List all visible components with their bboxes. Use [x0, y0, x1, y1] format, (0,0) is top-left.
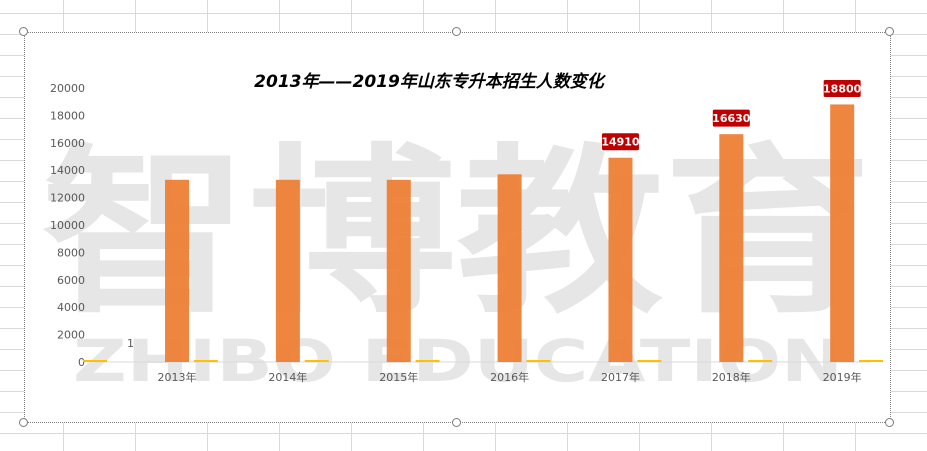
- resize-handle-top-left[interactable]: [19, 27, 28, 36]
- baseline-marker: [83, 360, 107, 362]
- baseline-marker: [637, 360, 662, 362]
- baseline-markers: [83, 360, 883, 362]
- bar[interactable]: [830, 104, 855, 362]
- chart-canvas: 智博教育 ZHIBO EDUCATION 2013年——2019年山东专升本招生…: [41, 72, 883, 395]
- y-tick-label: 4000: [57, 301, 85, 314]
- bar[interactable]: [386, 179, 411, 362]
- bar[interactable]: [275, 179, 300, 362]
- x-tick-label: 2018年: [712, 370, 751, 384]
- resize-handle-bottom-left[interactable]: [19, 418, 28, 427]
- resize-handle-bottom-right[interactable]: [885, 418, 894, 427]
- bar[interactable]: [719, 134, 744, 362]
- y-tick-label: 10000: [50, 219, 85, 232]
- y-tick-label: 18000: [50, 109, 85, 122]
- y-tick-label: 6000: [57, 274, 85, 287]
- bar[interactable]: [497, 174, 522, 362]
- data-label-small: 1: [127, 337, 134, 350]
- data-label-box: [600, 132, 640, 152]
- y-axis: 0 2000 4000 6000 8000 10000 12000 14000 16000 180…: [50, 82, 85, 369]
- x-tick-label: 2017年: [601, 370, 640, 384]
- bars: [165, 104, 855, 362]
- data-label: 14910: [601, 136, 640, 149]
- data-label: 18800: [823, 82, 862, 95]
- x-axis: 2013年 2014年 2015年 2016年 2017年 2018年 2019年: [158, 370, 862, 384]
- baseline-marker: [748, 360, 773, 362]
- y-tick-label: 16000: [50, 137, 85, 150]
- y-tick-label: 20000: [50, 82, 85, 95]
- data-label-box: [711, 108, 751, 128]
- x-tick-label: 2016年: [490, 370, 529, 384]
- baseline-marker: [859, 360, 883, 362]
- y-tick-label: 2000: [57, 329, 85, 342]
- bar[interactable]: [165, 179, 190, 362]
- data-label: 16630: [712, 112, 751, 125]
- y-tick-label: 8000: [57, 246, 85, 259]
- y-tick-label: 12000: [50, 192, 85, 205]
- data-labels: 1 14910 16630 18800: [127, 78, 862, 350]
- x-tick-label: 2019年: [823, 370, 862, 384]
- y-tick-label: 0: [78, 356, 85, 369]
- resize-handle-top-middle[interactable]: [452, 27, 461, 36]
- x-tick-label: 2015年: [379, 370, 418, 384]
- baseline-marker: [193, 360, 218, 362]
- bar[interactable]: [608, 157, 633, 362]
- x-tick-label: 2014年: [268, 370, 307, 384]
- chart-title: 2013年——2019年山东专升本招生人数变化: [254, 72, 607, 92]
- data-label-box: [822, 78, 862, 98]
- chart-frame[interactable]: 智博教育 ZHIBO EDUCATION 2013年——2019年山东专升本招生…: [24, 32, 891, 423]
- x-tick-label: 2013年: [158, 370, 197, 384]
- resize-handle-bottom-middle[interactable]: [452, 418, 461, 427]
- baseline-marker: [526, 360, 551, 362]
- y-tick-label: 14000: [50, 164, 85, 177]
- baseline-marker: [304, 360, 329, 362]
- resize-handle-top-right[interactable]: [885, 27, 894, 36]
- baseline-marker: [415, 360, 440, 362]
